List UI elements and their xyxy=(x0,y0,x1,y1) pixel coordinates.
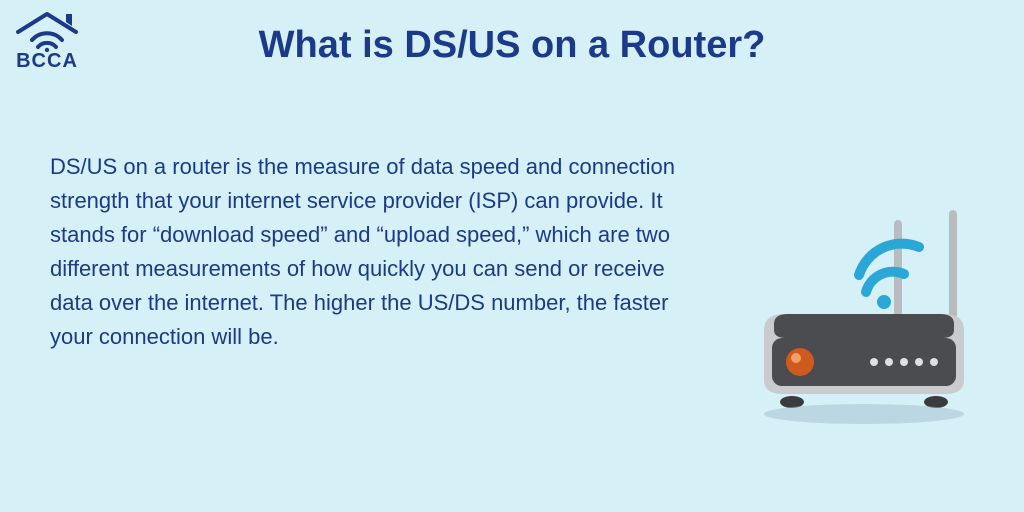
router-icon xyxy=(744,200,984,430)
body-paragraph: DS/US on a router is the measure of data… xyxy=(50,150,690,355)
router-illustration xyxy=(744,200,984,435)
page-title: What is DS/US on a Router? xyxy=(0,24,1024,67)
